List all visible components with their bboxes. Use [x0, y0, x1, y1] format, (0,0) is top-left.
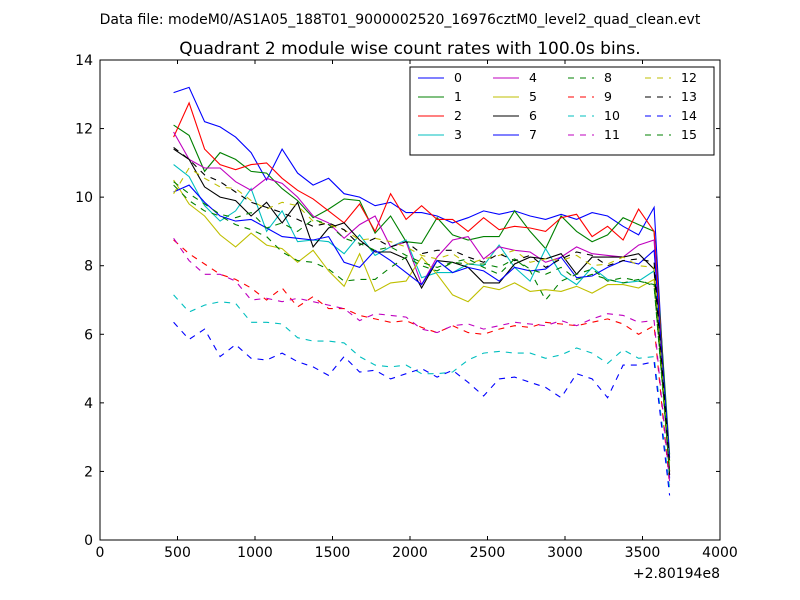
y-tick-label: 10	[75, 190, 93, 206]
y-tick-label: 6	[84, 327, 93, 343]
series-line-13	[173, 146, 671, 465]
legend-label-5: 5	[529, 89, 537, 104]
legend-label-11: 11	[604, 127, 620, 142]
x-tick-label: 1000	[237, 545, 273, 561]
legend-label-4: 4	[529, 70, 537, 85]
y-tick-label: 8	[84, 259, 93, 275]
series-line-7	[173, 184, 671, 458]
legend-label-3: 3	[454, 127, 462, 142]
series-line-10	[173, 294, 671, 489]
suptitle: Data file: modeM0/AS1A05_188T01_90000025…	[100, 12, 701, 28]
legend-label-12: 12	[681, 70, 697, 85]
x-tick-label: 1500	[315, 545, 351, 561]
legend-label-14: 14	[681, 108, 697, 123]
legend-label-0: 0	[454, 70, 462, 85]
y-tick-label: 0	[84, 533, 93, 549]
x-tick-label: 3000	[547, 545, 583, 561]
legend-frame	[409, 66, 715, 156]
x-offset-label: +2.80194e8	[633, 566, 720, 582]
y-tick-label: 2	[84, 464, 93, 480]
y-tick-label: 4	[84, 396, 93, 412]
axes-layer: 0 500 1000 1500 2000 2500 3000 3500 400002468101…	[75, 53, 738, 561]
chart-title: Quadrant 2 module wise count rates with …	[179, 39, 640, 59]
legend-label-7: 7	[529, 127, 537, 142]
legend-label-10: 10	[604, 108, 620, 123]
legend-label-8: 8	[604, 70, 612, 85]
legend-label-1: 1	[454, 89, 462, 104]
series-line-3	[173, 164, 671, 462]
series-line-0	[173, 86, 671, 479]
legend-label-2: 2	[454, 108, 462, 123]
series-line-1	[173, 124, 671, 455]
series-line-5	[173, 179, 671, 462]
series-line-12	[173, 167, 671, 469]
series-line-14	[173, 321, 671, 496]
series-layer	[173, 86, 671, 496]
x-tick-label: 0	[96, 545, 105, 561]
series-line-11	[173, 237, 671, 482]
series-line-15	[173, 181, 671, 472]
legend-label-15: 15	[681, 127, 697, 142]
legend-label-6: 6	[529, 108, 537, 123]
y-tick-label: 14	[75, 53, 93, 69]
series-line-2	[173, 101, 671, 472]
x-tick-label: 3500	[625, 545, 661, 561]
series-line-9	[173, 239, 671, 486]
series-line-8	[173, 184, 671, 472]
series-line-4	[173, 131, 671, 475]
legend-label-13: 13	[681, 89, 697, 104]
x-tick-label: 500	[164, 545, 191, 561]
x-tick-label: 4000	[702, 545, 738, 561]
y-tick-label: 12	[75, 122, 93, 138]
x-tick-label: 2000	[392, 545, 428, 561]
legend-label-9: 9	[604, 89, 612, 104]
x-tick-label: 2500	[470, 545, 506, 561]
